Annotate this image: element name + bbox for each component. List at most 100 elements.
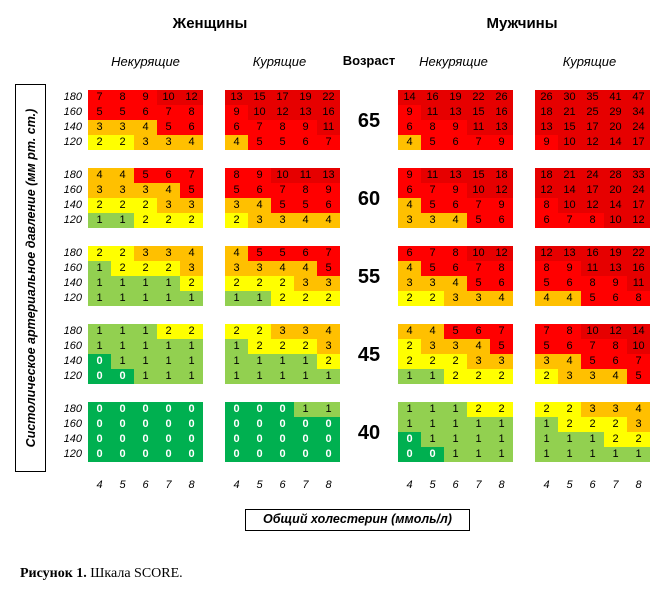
risk-cell: 8 — [271, 120, 294, 135]
risk-cell: 1 — [134, 354, 157, 369]
risk-cell: 24 — [627, 183, 650, 198]
risk-cell: 17 — [581, 120, 604, 135]
risk-cell: 0 — [134, 447, 157, 462]
risk-cell: 22 — [467, 90, 490, 105]
risk-cell: 4 — [294, 261, 317, 276]
risk-cell: 8 — [535, 261, 558, 276]
risk-cell: 6 — [604, 354, 627, 369]
risk-cell: 1 — [467, 432, 490, 447]
risk-cell: 1 — [88, 261, 111, 276]
risk-cell: 21 — [558, 105, 581, 120]
risk-cell: 1 — [490, 432, 513, 447]
risk-cell: 2 — [444, 369, 467, 384]
risk-cell: 4 — [134, 120, 157, 135]
risk-cell: 8 — [421, 120, 444, 135]
risk-cell: 1 — [581, 432, 604, 447]
risk-cell: 10 — [271, 168, 294, 183]
risk-cell: 25 — [581, 105, 604, 120]
risk-cell: 2 — [604, 432, 627, 447]
risk-cell: 0 — [294, 432, 317, 447]
risk-cell: 5 — [248, 246, 271, 261]
risk-cell: 7 — [467, 261, 490, 276]
risk-cell: 3 — [421, 276, 444, 291]
risk-cell: 4 — [248, 198, 271, 213]
risk-cell: 20 — [604, 183, 627, 198]
risk-cell: 13 — [604, 261, 627, 276]
men-header: Мужчины — [486, 15, 558, 32]
risk-cell: 3 — [134, 135, 157, 150]
risk-cell: 6 — [317, 198, 340, 213]
bp-tick-label: 120 — [63, 370, 82, 382]
risk-cell: 0 — [271, 417, 294, 432]
risk-cell: 9 — [535, 135, 558, 150]
risk-cell: 4 — [294, 213, 317, 228]
risk-cell: 2 — [398, 291, 421, 306]
risk-cell: 3 — [444, 339, 467, 354]
bp-tick-label: 160 — [63, 106, 82, 118]
risk-cell: 11 — [421, 105, 444, 120]
risk-cell: 15 — [467, 168, 490, 183]
risk-cell: 0 — [294, 417, 317, 432]
risk-cell: 0 — [294, 447, 317, 462]
risk-cell: 16 — [490, 105, 513, 120]
risk-cell: 13 — [225, 90, 248, 105]
risk-cell: 0 — [111, 447, 134, 462]
risk-cell: 3 — [271, 324, 294, 339]
risk-cell: 7 — [467, 135, 490, 150]
risk-cell: 1 — [627, 447, 650, 462]
risk-cell: 5 — [180, 183, 203, 198]
risk-cell: 0 — [271, 432, 294, 447]
y-axis-label-box — [15, 84, 46, 472]
risk-cell: 1 — [88, 291, 111, 306]
risk-cell: 7 — [627, 354, 650, 369]
risk-cell: 3 — [111, 120, 134, 135]
bp-tick-label: 160 — [63, 418, 82, 430]
risk-cell: 33 — [627, 168, 650, 183]
x-tick-label: 4 — [543, 479, 550, 491]
risk-cell: 8 — [294, 183, 317, 198]
risk-cell: 3 — [180, 198, 203, 213]
risk-cell: 2 — [490, 369, 513, 384]
risk-cell: 2 — [134, 198, 157, 213]
risk-cell: 11 — [317, 120, 340, 135]
bp-tick-label: 140 — [63, 277, 82, 289]
risk-cell: 0 — [180, 447, 203, 462]
risk-cell: 2 — [398, 354, 421, 369]
risk-cell: 1 — [157, 276, 180, 291]
risk-cell: 11 — [294, 168, 317, 183]
risk-cell: 9 — [134, 90, 157, 105]
risk-cell: 6 — [294, 135, 317, 150]
age-label: 45 — [357, 344, 381, 366]
risk-cell: 3 — [180, 261, 203, 276]
risk-cell: 9 — [490, 198, 513, 213]
risk-cell: 7 — [180, 168, 203, 183]
risk-cell: 1 — [558, 432, 581, 447]
risk-cell: 1 — [248, 291, 271, 306]
risk-cell: 9 — [444, 183, 467, 198]
bp-tick-label: 120 — [63, 448, 82, 460]
risk-cell: 2 — [535, 369, 558, 384]
risk-cell: 8 — [627, 291, 650, 306]
x-tick-label: 4 — [406, 479, 413, 491]
risk-cell: 1 — [294, 354, 317, 369]
risk-cell: 4 — [490, 291, 513, 306]
risk-cell: 2 — [627, 432, 650, 447]
risk-cell: 3 — [467, 291, 490, 306]
risk-cell: 11 — [627, 276, 650, 291]
x-axis-label: Общий холестерин (ммоль/л) — [245, 509, 470, 531]
risk-cell: 1 — [134, 276, 157, 291]
risk-cell: 2 — [88, 135, 111, 150]
risk-cell: 1 — [111, 339, 134, 354]
risk-cell: 1 — [225, 339, 248, 354]
risk-cell: 3 — [294, 324, 317, 339]
risk-cell: 5 — [421, 198, 444, 213]
risk-cell: 0 — [225, 402, 248, 417]
risk-cell: 24 — [581, 168, 604, 183]
risk-cell: 1 — [317, 402, 340, 417]
risk-cell: 47 — [627, 90, 650, 105]
risk-cell: 30 — [558, 90, 581, 105]
risk-cell: 6 — [444, 261, 467, 276]
risk-cell: 3 — [317, 339, 340, 354]
risk-cell: 0 — [271, 447, 294, 462]
risk-cell: 2 — [444, 354, 467, 369]
